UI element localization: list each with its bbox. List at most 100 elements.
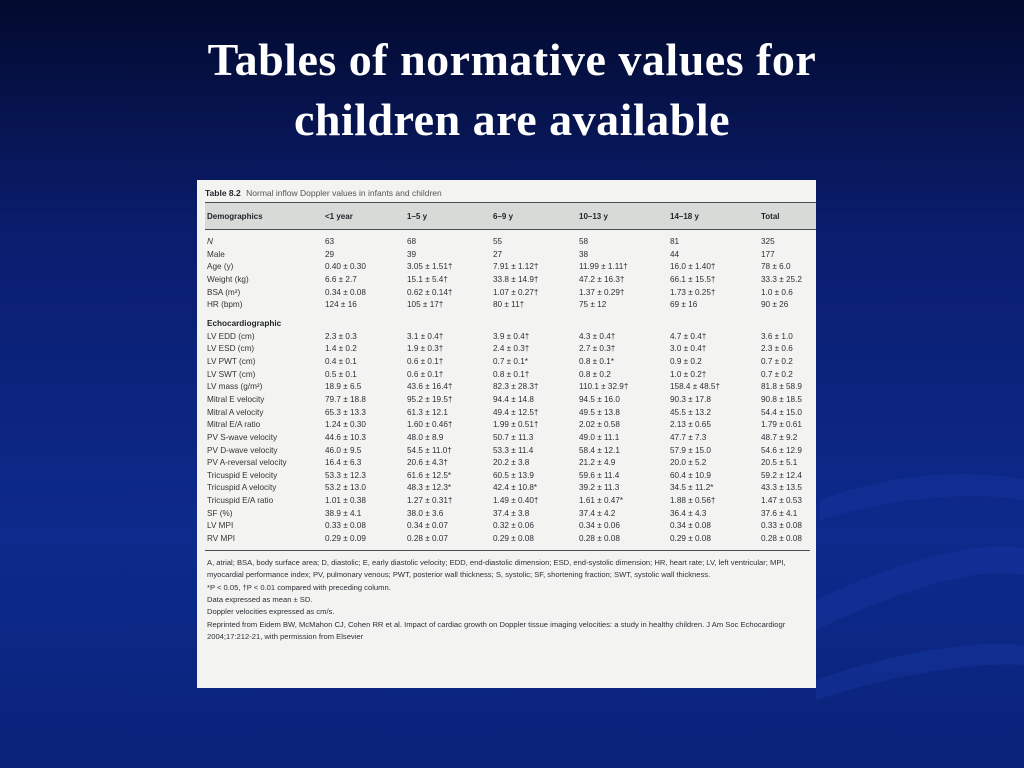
table-cell: 63	[325, 237, 335, 246]
table-row: Tricuspid A velocity 53.2 ± 13.0 48.3 ± 12…	[205, 482, 816, 495]
table-cell: 53.3 ± 11.4	[493, 445, 534, 455]
table-cell: 1.27 ± 0.31†	[407, 496, 453, 506]
table-cell: 1.24 ± 0.30	[325, 420, 366, 430]
table-cell: 110.1 ± 32.9†	[579, 382, 629, 392]
table-cell: 81.8 ± 58.9	[761, 382, 802, 392]
table-cell: 54.5 ± 11.0†	[407, 445, 452, 455]
table-cell: 59.2 ± 12.4	[761, 470, 802, 480]
table-row: PV A-reversal velocity 16.4 ± 6.3 20.6 ± 4…	[205, 457, 816, 470]
table-cell: 177	[761, 249, 775, 259]
table-cell: 54.4 ± 15.0	[761, 407, 802, 417]
table-cell: 39.2 ± 11.3	[579, 483, 620, 493]
column-header: Total	[761, 212, 780, 221]
table-cell: 7.91 ± 1.12†	[493, 262, 539, 272]
table-cell: 0.34 ± 0.07	[407, 521, 448, 531]
table-cell: 44	[670, 249, 680, 259]
table-cell: 37.4 ± 3.8	[493, 508, 530, 518]
table-cell: 0.34 ± 0.06	[579, 521, 620, 531]
table-row: PV S-wave velocity 44.6 ± 10.3 48.0 ± 8.9 5…	[205, 432, 816, 445]
table-cell: 0.62 ± 0.14†	[407, 287, 453, 297]
table-cell: 1.37 ± 0.29†	[579, 287, 625, 297]
table-cell: 34.5 ± 11.2*	[670, 483, 714, 493]
table-cell: 0.7 ± 0.2	[761, 356, 793, 366]
column-header: Demographics	[207, 212, 263, 221]
table-row: LV MPI 0.33 ± 0.08 0.34 ± 0.07 0.32 ± 0.06 0…	[205, 520, 816, 533]
table-cell: 0.28 ± 0.08	[579, 534, 620, 544]
table-row: LV ESD (cm) 1.4 ± 0.2 1.9 ± 0.3† 2.4 ± 0.3†…	[205, 343, 816, 356]
table-row: Mitral E velocity 79.7 ± 18.8 95.2 ± 19.5†…	[205, 394, 816, 407]
table-caption-text: Normal inflow Doppler values in infants …	[246, 188, 442, 198]
table-cell: 1.61 ± 0.47*	[579, 496, 624, 506]
row-label: Mitral E/A ratio	[207, 420, 261, 430]
row-label: Tricuspid E/A ratio	[207, 496, 274, 506]
row-label: Male	[207, 249, 225, 259]
table-cell: 2.02 ± 0.58	[579, 420, 620, 430]
table-cell: 58.4 ± 12.1	[579, 445, 620, 455]
table-cell: 49.4 ± 12.5†	[493, 407, 539, 417]
table-row: LV EDD (cm) 2.3 ± 0.3 3.1 ± 0.4† 3.9 ± 0.4†…	[205, 331, 816, 344]
table-cell: 0.29 ± 0.09	[325, 534, 366, 544]
table-cell: 0.32 ± 0.06	[493, 521, 534, 531]
table-cell: 20.5 ± 5.1	[761, 458, 798, 468]
table-cell: 1.49 ± 0.40†	[493, 496, 539, 506]
table-cell: 1.60 ± 0.46†	[407, 420, 453, 430]
table-row: BSA (m²) 0.34 ± 0.08 0.62 ± 0.14† 1.07 ± 0.…	[205, 287, 816, 300]
table-footnotes: A, atrial; BSA, body surface area; D, di…	[205, 549, 810, 644]
table-cell: 0.7 ± 0.1*	[493, 356, 528, 366]
row-label: Age (y)	[207, 262, 234, 272]
table-row: N 63 68 55 58 81 325	[205, 236, 816, 249]
table-cell: 37.6 ± 4.1	[761, 508, 798, 518]
table-cell: 39	[407, 249, 417, 259]
table-cell: 75 ± 12	[579, 300, 607, 310]
table-cell: 1.0 ± 0.2†	[670, 369, 707, 379]
table-cell: 45.5 ± 13.2	[670, 407, 711, 417]
table-cell: 2.3 ± 0.6	[761, 344, 793, 354]
normative-values-table: Demographics <1 year 1–5 y 6–9 y 10–13 y 14–1…	[205, 202, 816, 546]
table-cell: 1.88 ± 0.56†	[670, 496, 716, 506]
table-cell: 0.29 ± 0.08	[493, 534, 534, 544]
table-cell: 61.6 ± 12.5*	[407, 470, 452, 480]
table-cell: 0.40 ± 0.30	[325, 262, 366, 272]
table-cell: 78 ± 6.0	[761, 262, 791, 272]
table-cell: 0.6 ± 0.1†	[407, 369, 444, 379]
table-cell: 124 ± 16	[325, 300, 357, 310]
table-row: PV D-wave velocity 46.0 ± 9.5 54.5 ± 11.0†…	[205, 445, 816, 458]
table-cell: 43.6 ± 16.4†	[407, 382, 453, 392]
table-cell: 3.1 ± 0.4†	[407, 331, 444, 341]
row-label: Mitral A velocity	[207, 407, 264, 417]
table-cell: 0.8 ± 0.1*	[579, 356, 614, 366]
table-cell: 47.2 ± 16.3†	[579, 274, 625, 284]
table-cell: 50.7 ± 11.3	[493, 432, 534, 442]
table-row: LV SWT (cm) 0.5 ± 0.1 0.6 ± 0.1† 0.8 ± 0.1†…	[205, 369, 816, 382]
table-cell: 1.9 ± 0.3†	[407, 344, 444, 354]
table-cell: 15.1 ± 5.4†	[407, 274, 448, 284]
table-cell: 4.7 ± 0.4†	[670, 331, 707, 341]
table-cell: 16.4 ± 6.3	[325, 458, 362, 468]
row-label: SF (%)	[207, 508, 233, 518]
table-cell: 57.9 ± 15.0	[670, 445, 711, 455]
table-cell: 80 ± 11†	[493, 300, 525, 310]
table-row: SF (%) 38.9 ± 4.1 38.0 ± 3.6 37.4 ± 3.8 37.4…	[205, 508, 816, 521]
echocardiographic-rows: Echocardiographic LV EDD (cm) 2.3 ± 0.3 3.1…	[205, 312, 816, 546]
table-cell: 94.5 ± 16.0	[579, 394, 620, 404]
column-header: <1 year	[325, 212, 353, 221]
table-cell: 105 ± 17†	[407, 300, 444, 310]
table-cell: 0.8 ± 0.1†	[493, 369, 530, 379]
table-cell: 20.0 ± 5.2	[670, 458, 707, 468]
table-cell: 1.99 ± 0.51†	[493, 420, 539, 430]
footnote: Reprinted from Eidem BW, McMahon CJ, Coh…	[207, 619, 786, 642]
row-label: Mitral E velocity	[207, 394, 265, 404]
table-cell: 2.13 ± 0.65	[670, 420, 711, 430]
table-cell: 29	[325, 249, 335, 259]
footnote: Data expressed as mean ± SD.	[207, 594, 313, 604]
table-row: LV PWT (cm) 0.4 ± 0.1 0.6 ± 0.1† 0.7 ± 0.1*…	[205, 356, 816, 369]
table-cell: 61.3 ± 12.1	[407, 407, 448, 417]
row-label: BSA (m²)	[207, 287, 241, 297]
row-label: LV EDD (cm)	[207, 331, 255, 341]
table-cell: 1.01 ± 0.38	[325, 496, 366, 506]
table-cell: 48.7 ± 9.2	[761, 432, 798, 442]
table-row: Weight (kg) 6.6 ± 2.7 15.1 ± 5.4† 33.8 ± 14…	[205, 274, 816, 287]
table-cell: 1.47 ± 0.53	[761, 496, 802, 506]
slide-title: Tables of normative values for children …	[0, 30, 1024, 150]
table-cell: 27	[493, 249, 503, 259]
